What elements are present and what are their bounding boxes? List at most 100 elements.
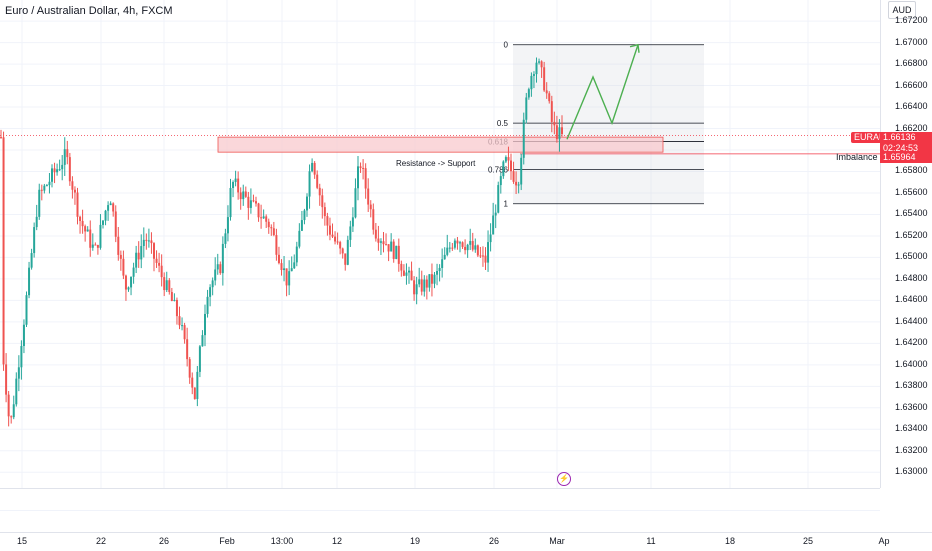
candle-body [525,97,528,120]
candle-body [124,275,127,290]
candle-body [216,264,219,270]
candle-body [385,244,388,246]
candle-body [538,61,541,63]
candle-body [43,185,46,191]
imbalance-price-tag: 1.65964 [880,152,932,163]
candle-body [313,162,316,175]
candle-body [461,242,464,247]
candle-body [242,191,245,200]
time-axis-label: 26 [488,536,500,546]
candle-body [221,243,224,274]
candle-body [469,241,472,245]
candle-body [150,240,153,244]
pane-separator[interactable] [0,488,880,489]
candle-body [561,127,563,135]
candle-body [499,176,502,186]
time-axis-label: 12 [331,536,343,546]
candle-body [553,121,556,126]
candle-body [280,263,283,271]
candle-body [137,252,140,260]
candle-body [517,184,520,186]
candle-body [104,210,107,221]
time-axis[interactable] [0,532,932,551]
price-axis-label: 1.67000 [895,36,928,47]
candle-body [349,226,352,240]
candle-body [311,162,314,172]
candle-body [497,185,500,213]
candle-body [275,235,278,255]
candle-body [390,241,393,252]
candle-body [487,242,490,263]
candle-body [163,277,166,291]
candle-body [58,169,61,171]
candle-body [191,377,194,388]
candle-body [89,229,92,248]
candle-body [234,178,237,183]
candle-body [153,243,155,259]
currency-button[interactable]: AUD [888,1,916,19]
candle-body [382,241,385,245]
candle-body [334,236,337,242]
candle-body [140,246,143,260]
candle-body [68,157,71,182]
time-axis-label: Mar [549,536,565,546]
candle-body [198,346,201,372]
candle-body [244,191,247,197]
candle-body [364,168,367,189]
candle-body [295,246,298,263]
candle-body [206,296,209,314]
candle-body [377,238,380,243]
lightning-event-icon[interactable]: ⚡ [557,472,571,486]
candle-body [122,258,125,276]
candle-body [61,164,64,170]
price-axis-label: 1.67200 [895,15,928,26]
candle-body [73,189,76,193]
candle-body [15,378,18,405]
candle-body [229,187,232,218]
candle-body [351,217,354,227]
candle-body [160,265,163,278]
candle-body [464,246,467,251]
candle-body [548,93,551,102]
candle-body [40,189,43,191]
candle-body [425,279,428,288]
arrow-head-icon [629,43,640,53]
candle-body [308,171,311,197]
fib-level-label: 0.786 [488,165,509,174]
candle-body [201,335,204,347]
candle-body [502,161,505,177]
candle-body [510,160,512,172]
time-axis-label: 15 [16,536,28,546]
imbalance-label: Imbalance [836,152,878,162]
candle-body [117,236,120,255]
candle-body [441,259,444,268]
candle-body [318,187,321,196]
candle-body [5,364,8,395]
candle-body [86,229,89,232]
candle-body [211,280,214,288]
pane-divider [0,510,880,511]
candle-body [226,217,229,234]
candle-body [30,253,33,268]
candle-body [374,229,377,239]
candle-body [260,217,263,219]
candle-body [270,227,273,229]
candle-body [175,299,178,317]
candle-body [237,178,240,193]
candle-body [481,255,484,257]
candle-body [66,149,69,158]
candle-body [362,167,365,169]
price-axis-label: 1.63200 [895,444,928,455]
candle-body [321,195,324,208]
price-axis[interactable] [880,0,932,488]
price-axis-label: 1.63400 [895,423,928,434]
candle-body [63,149,66,165]
candle-body [102,220,104,225]
price-axis-label: 1.65600 [895,186,928,197]
candle-body [38,189,41,217]
time-axis-label: 19 [409,536,421,546]
candle-body [408,270,410,273]
